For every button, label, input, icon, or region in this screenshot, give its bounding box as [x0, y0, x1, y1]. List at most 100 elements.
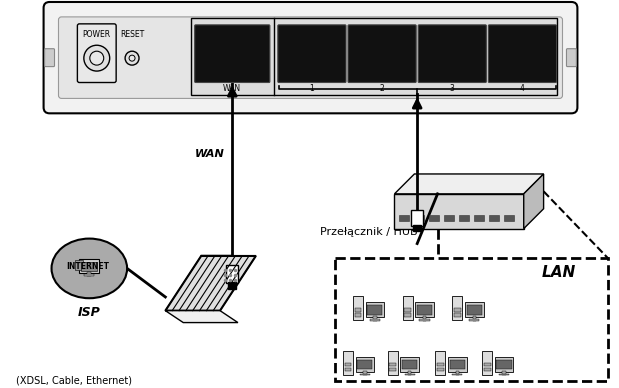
Bar: [404, 313, 411, 317]
Bar: [411, 210, 423, 226]
Bar: [420, 319, 430, 320]
Bar: [405, 374, 415, 375]
Bar: [448, 357, 467, 372]
Polygon shape: [394, 174, 543, 194]
FancyBboxPatch shape: [59, 17, 563, 99]
Bar: [387, 351, 398, 375]
Bar: [504, 215, 514, 221]
Polygon shape: [165, 256, 256, 311]
Bar: [389, 368, 396, 371]
Bar: [430, 215, 439, 221]
Bar: [444, 215, 454, 221]
Circle shape: [84, 45, 110, 71]
Ellipse shape: [51, 239, 127, 298]
FancyBboxPatch shape: [418, 25, 487, 83]
Polygon shape: [394, 194, 524, 229]
Bar: [467, 305, 482, 315]
Bar: [414, 215, 424, 221]
Text: LAN: LAN: [429, 194, 454, 204]
Bar: [496, 360, 512, 369]
Bar: [417, 305, 432, 315]
Bar: [503, 371, 506, 375]
Bar: [76, 260, 84, 270]
Polygon shape: [165, 311, 238, 322]
Bar: [413, 225, 421, 230]
Bar: [469, 319, 479, 320]
Text: RESET: RESET: [120, 30, 144, 39]
Circle shape: [90, 51, 104, 65]
FancyBboxPatch shape: [45, 49, 54, 67]
Bar: [81, 262, 97, 271]
Text: INTERNET: INTERNET: [66, 262, 109, 272]
Bar: [365, 302, 384, 317]
Bar: [435, 351, 446, 375]
Bar: [389, 363, 396, 366]
Bar: [345, 368, 352, 371]
Bar: [437, 368, 444, 371]
Bar: [484, 368, 490, 371]
Bar: [373, 317, 376, 320]
Bar: [363, 371, 366, 375]
Bar: [459, 215, 469, 221]
Text: 3: 3: [450, 85, 455, 94]
Bar: [404, 308, 411, 312]
Text: Przełącznik / HUB: Przełącznik / HUB: [320, 227, 418, 237]
Bar: [484, 363, 490, 366]
Bar: [367, 305, 383, 315]
Text: WAN: WAN: [194, 149, 224, 159]
Bar: [472, 317, 476, 320]
Bar: [474, 215, 484, 221]
Text: 2: 2: [379, 85, 384, 94]
Bar: [452, 374, 462, 375]
Bar: [227, 265, 238, 283]
Bar: [415, 302, 434, 317]
Bar: [399, 215, 409, 221]
Polygon shape: [524, 174, 543, 229]
Bar: [360, 374, 370, 375]
Bar: [355, 357, 374, 372]
Bar: [402, 296, 413, 320]
Text: WAN: WAN: [223, 85, 241, 94]
Bar: [355, 308, 361, 312]
Text: POWER: POWER: [83, 30, 111, 39]
Bar: [402, 360, 417, 369]
FancyBboxPatch shape: [348, 25, 416, 83]
Bar: [408, 371, 411, 375]
Bar: [345, 363, 352, 366]
Bar: [465, 302, 483, 317]
FancyBboxPatch shape: [278, 25, 346, 83]
Bar: [450, 360, 465, 369]
Text: 1: 1: [310, 85, 314, 94]
Bar: [456, 371, 459, 375]
FancyBboxPatch shape: [195, 25, 270, 83]
Bar: [489, 215, 499, 221]
Bar: [370, 319, 380, 320]
Bar: [400, 357, 419, 372]
Bar: [357, 360, 373, 369]
FancyBboxPatch shape: [43, 2, 578, 113]
Text: 4: 4: [520, 85, 525, 94]
Bar: [454, 308, 461, 312]
Bar: [495, 357, 513, 372]
Bar: [499, 374, 509, 375]
Bar: [353, 296, 363, 320]
Text: LAN: LAN: [542, 265, 576, 280]
Bar: [437, 363, 444, 366]
Bar: [454, 313, 461, 317]
FancyBboxPatch shape: [488, 25, 556, 83]
FancyBboxPatch shape: [77, 24, 116, 83]
Bar: [452, 296, 462, 320]
Circle shape: [129, 55, 135, 61]
Circle shape: [125, 51, 139, 65]
Text: (XDSL, Cable, Ethernet): (XDSL, Cable, Ethernet): [15, 376, 132, 386]
FancyBboxPatch shape: [566, 49, 576, 67]
Bar: [423, 317, 426, 320]
Text: ISP: ISP: [78, 306, 101, 319]
Bar: [355, 313, 361, 317]
Bar: [228, 282, 236, 289]
Bar: [79, 260, 99, 274]
Bar: [84, 274, 94, 276]
Polygon shape: [191, 18, 556, 95]
Bar: [482, 351, 492, 375]
Bar: [87, 272, 91, 276]
